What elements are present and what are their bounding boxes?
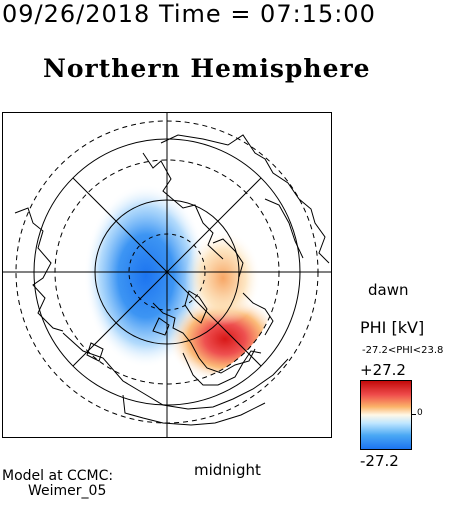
timestamp: 09/26/2018 Time = 07:15:00 — [2, 0, 376, 28]
polar-grid — [3, 113, 331, 437]
model-credit: Model at CCMC: Weimer_05 — [2, 469, 113, 499]
colorbar-max-label: +27.2 — [360, 361, 406, 379]
page-title: Northern Hemisphere — [43, 54, 371, 83]
colorbar-range: -27.2<PHI<23.8 — [362, 345, 444, 356]
colorbar-title: PHI [kV] — [360, 318, 425, 337]
positive-cell-upper — [185, 230, 261, 326]
polar-plot-svg — [3, 113, 331, 437]
credit-line-1: Model at CCMC: — [2, 468, 114, 484]
dawn-label: dawn — [368, 281, 409, 299]
grid-line-diag2 — [72, 177, 262, 367]
colorbar-min-label: -27.2 — [360, 452, 399, 470]
colorbar — [360, 380, 412, 450]
midnight-label: midnight — [194, 461, 261, 479]
coastlines — [14, 134, 330, 426]
credit-line-2: Weimer_05 — [28, 483, 107, 499]
polar-map — [2, 112, 332, 438]
colorbar-zero-label: 0 — [417, 408, 423, 418]
colorbar-zero-tick — [412, 414, 416, 415]
